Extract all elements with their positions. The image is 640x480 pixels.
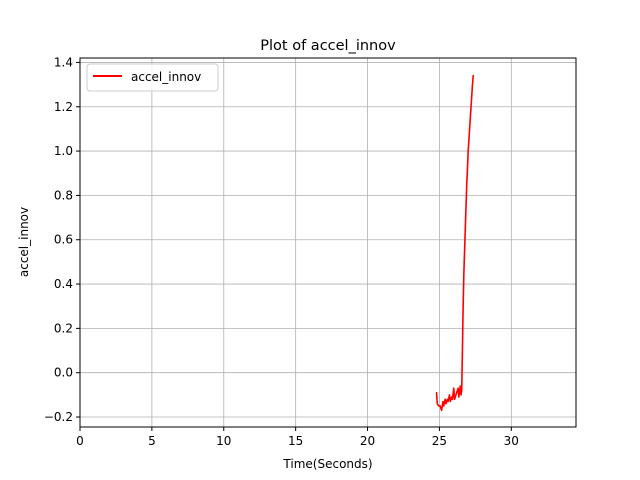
y-tick-label: 0.4 (54, 277, 73, 291)
axes-frame (79, 57, 577, 428)
y-tick-label: 0.8 (54, 188, 73, 202)
x-tick-label: 30 (504, 434, 519, 448)
ticks: 0 5 10 15 20 25 30 −0.2 0.0 0.2 0.4 0.6 0.8 1.0 1.2 1.4 (44, 55, 519, 448)
y-tick-label: 0.0 (54, 366, 73, 380)
series-line-accel_innov (435, 74, 475, 412)
legend-box (86, 63, 219, 92)
x-tick-label: 15 (288, 434, 303, 448)
y-tick-label: 1.0 (54, 144, 73, 158)
x-tick-label: 0 (76, 434, 84, 448)
legend-entry-label: accel_innov (131, 70, 201, 84)
x-axis-label: Time(Seconds) (282, 457, 372, 471)
legend: accel_innov (86, 63, 219, 92)
chart-title: Plot of accel_innov (260, 38, 396, 54)
x-tick-label: 25 (432, 434, 447, 448)
x-tick-label: 5 (148, 434, 156, 448)
y-tick-label: −0.2 (44, 410, 73, 424)
y-tick-label: 1.4 (54, 55, 73, 69)
y-axis-label: accel_innov (17, 207, 31, 277)
x-tick-label: 10 (216, 434, 231, 448)
grid-lines (79, 58, 576, 427)
y-tick-label: 0.6 (54, 233, 73, 247)
y-tick-label: 1.2 (54, 100, 73, 114)
x-tick-label: 20 (360, 434, 375, 448)
y-tick-label: 0.2 (54, 321, 73, 335)
series-layer (435, 74, 475, 412)
